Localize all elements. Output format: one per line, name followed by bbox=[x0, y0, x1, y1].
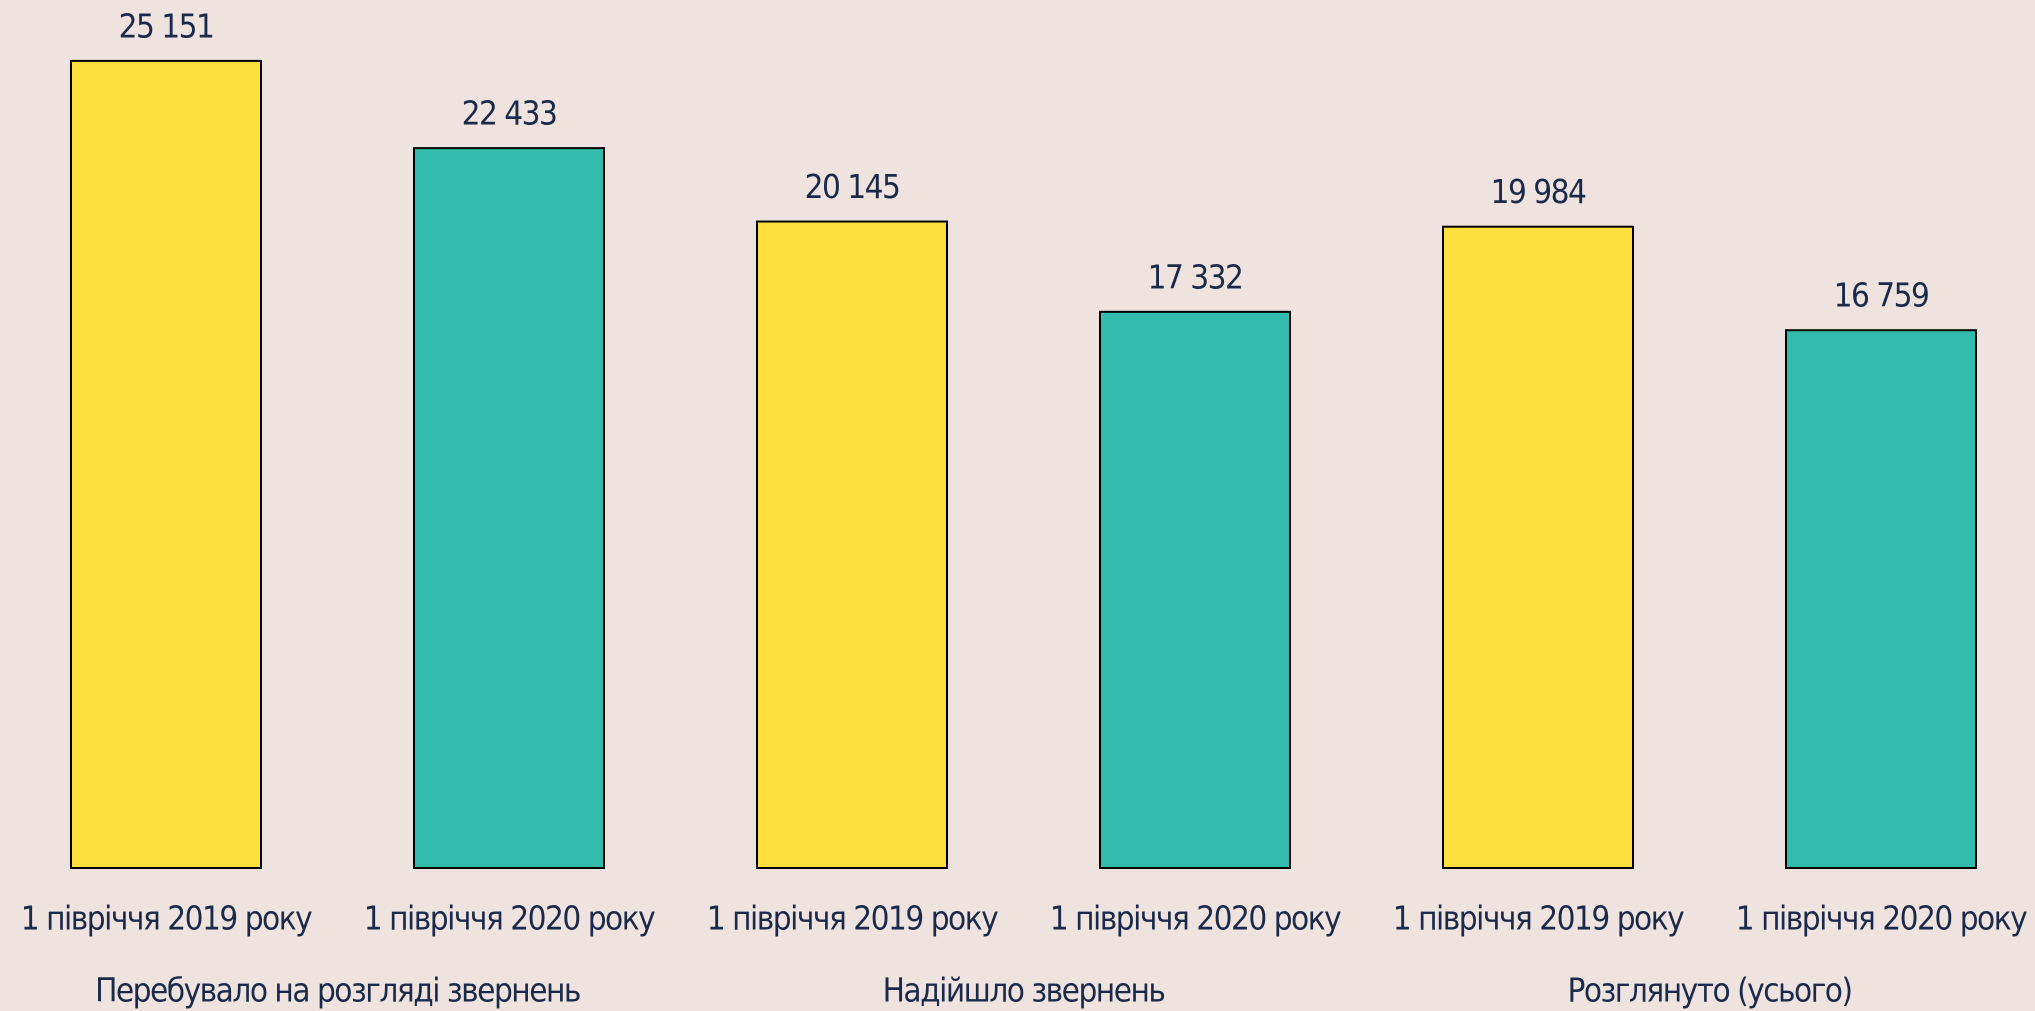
bar-label: 1 півріччя 2020 року bbox=[1736, 899, 2027, 938]
group-label: Розглянуто (усього) bbox=[1567, 971, 1851, 1010]
bar-label: 1 півріччя 2019 року bbox=[707, 899, 998, 938]
bar bbox=[70, 59, 262, 869]
group-label: Перебувало на розгляді звернень bbox=[95, 971, 580, 1010]
bar bbox=[413, 147, 605, 870]
value-label: 19 984 bbox=[1491, 172, 1586, 211]
bar bbox=[1442, 225, 1634, 869]
bar-label: 1 півріччя 2020 року bbox=[364, 899, 655, 938]
value-label: 22 433 bbox=[462, 94, 557, 133]
bar bbox=[1099, 310, 1291, 870]
value-label: 17 332 bbox=[1148, 257, 1243, 296]
bar bbox=[756, 220, 948, 870]
group-label: Надійшло звернень bbox=[883, 971, 1165, 1010]
bar-label: 1 півріччя 2020 року bbox=[1050, 899, 1341, 938]
value-label: 25 151 bbox=[119, 6, 214, 45]
value-label: 16 759 bbox=[1834, 276, 1929, 315]
value-label: 20 145 bbox=[805, 167, 900, 206]
bar-label: 1 півріччя 2019 року bbox=[21, 899, 312, 938]
bar-label: 1 півріччя 2019 року bbox=[1393, 899, 1684, 938]
bar bbox=[1785, 329, 1977, 870]
